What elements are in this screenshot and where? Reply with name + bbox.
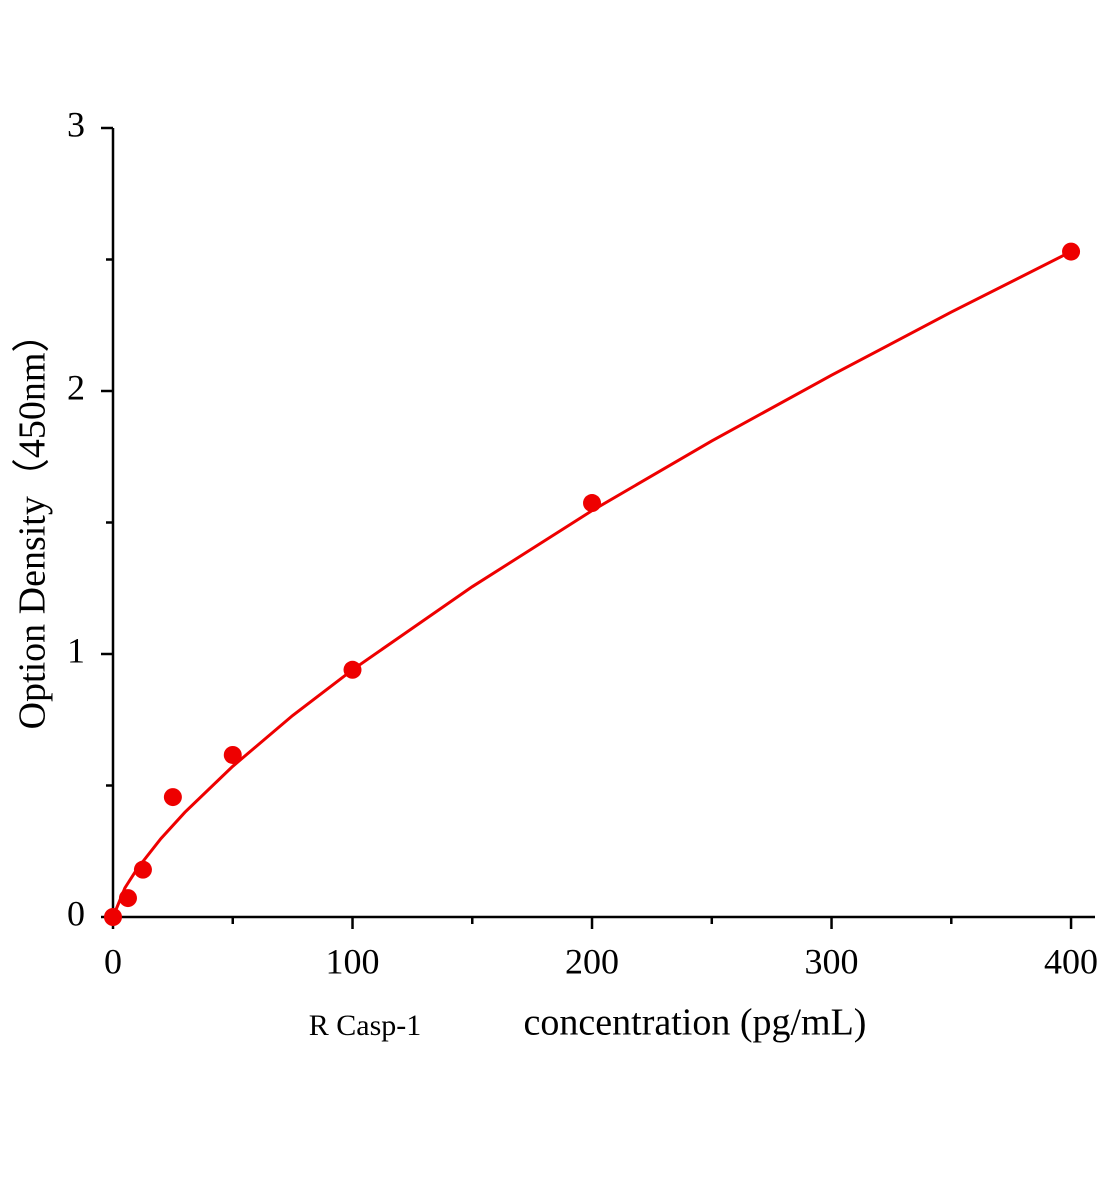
data-point: [133, 860, 152, 879]
fit-curve: [111, 250, 1072, 918]
data-point: [343, 660, 362, 679]
data-point: [1062, 242, 1081, 261]
data-point: [163, 788, 182, 807]
y-tick-label: 3: [67, 104, 85, 144]
x-tick-label: 300: [805, 941, 859, 981]
data-point: [104, 908, 122, 926]
x-tick-label: 200: [565, 941, 619, 981]
x-axis-label: concentration (pg/mL): [524, 1002, 867, 1044]
data-point: [118, 889, 137, 908]
data-point: [223, 745, 242, 764]
x-tick-label: 100: [326, 941, 380, 981]
y-tick-label: 0: [67, 893, 85, 933]
y-tick-label: 2: [67, 367, 85, 407]
x-tick-label: 0: [104, 941, 122, 981]
data-point: [583, 494, 602, 513]
y-tick-label: 1: [67, 630, 85, 670]
y-axis-label: Option Density（450nm）: [12, 315, 54, 730]
x-axis-label-prefix: R Casp-1: [309, 1009, 422, 1042]
x-tick-label: 400: [1044, 941, 1098, 981]
